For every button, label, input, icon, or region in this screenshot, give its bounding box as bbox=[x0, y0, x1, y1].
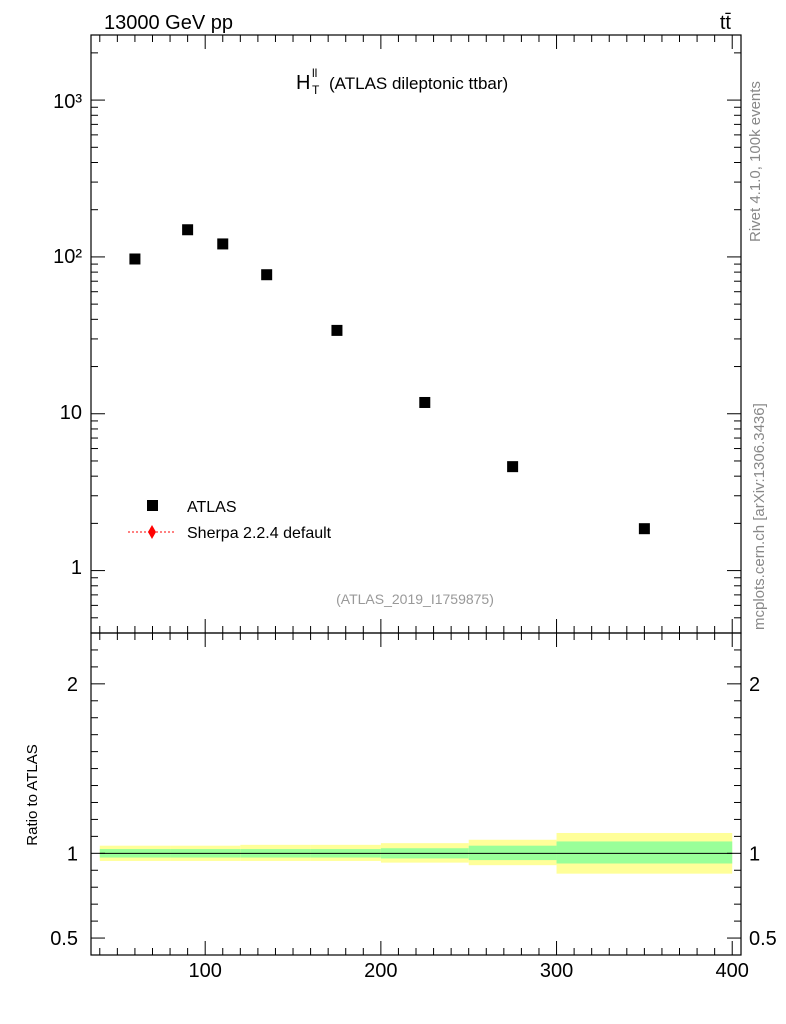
ratio-inner-band-bin bbox=[556, 841, 733, 864]
x-tick-label: 400 bbox=[716, 960, 749, 982]
atlas-data-point bbox=[217, 238, 229, 250]
ratio-y-tick-label-right: 0.5 bbox=[749, 928, 777, 950]
atlas-data-point bbox=[419, 396, 431, 408]
main-plot-frame bbox=[90, 34, 742, 634]
analysis-tag: (ATLAS_2019_I1759875) bbox=[336, 591, 494, 607]
ratio-plot-panel: 0.5 0.5 1 1 2 2 100 200 300 400 Ratio to ATLAS bbox=[24, 632, 777, 982]
process-label: tt̄ bbox=[720, 12, 732, 34]
atlas-data-point bbox=[507, 461, 519, 473]
y-tick-label-1: 1 bbox=[71, 557, 82, 579]
ratio-y-axis-label: Ratio to ATLAS bbox=[24, 744, 41, 845]
rivet-version-label: Rivet 4.1.0, 100k events bbox=[747, 81, 764, 242]
mcplots-label: mcplots.cern.ch [arXiv:1306.3436] bbox=[751, 403, 768, 630]
ratio-y-tick-label-right: 2 bbox=[749, 674, 760, 696]
legend-atlas-label: ATLAS bbox=[187, 499, 237, 516]
energy-label: 13000 GeV pp bbox=[104, 12, 233, 34]
x-tick-label: 100 bbox=[189, 960, 222, 982]
y-tick-label-10: 10 bbox=[60, 402, 82, 424]
ratio-plot-frame bbox=[90, 632, 742, 956]
x-tick-label: 200 bbox=[364, 960, 397, 982]
ratio-plot-ticks bbox=[91, 632, 741, 956]
ratio-y-tick-label-left: 2 bbox=[67, 674, 78, 696]
atlas-data-point bbox=[261, 269, 273, 281]
y-tick-label-100: 10² bbox=[53, 246, 82, 268]
ratio-y-tick-label-right: 1 bbox=[749, 843, 760, 865]
ratio-tick-labels: 0.5 0.5 1 1 2 2 100 200 300 400 bbox=[50, 674, 777, 982]
atlas-data-point bbox=[331, 324, 343, 336]
atlas-data-point bbox=[129, 253, 141, 265]
ratio-y-tick-label-left: 1 bbox=[67, 843, 78, 865]
legend-sherpa-label: Sherpa 2.2.4 default bbox=[187, 525, 332, 542]
plot-title-symbol: H bbox=[296, 72, 310, 94]
plot-title-superscript: ll bbox=[312, 66, 317, 80]
main-plot-ticks bbox=[91, 35, 741, 634]
atlas-data-point bbox=[638, 523, 650, 535]
atlas-data-point bbox=[182, 224, 194, 236]
legend-sherpa-marker bbox=[148, 525, 156, 539]
ratio-y-tick-label-left: 0.5 bbox=[50, 928, 78, 950]
main-plot-panel: H ll T (ATLAS dileptonic ttbar) (ATLAS_2… bbox=[53, 34, 742, 634]
y-tick-label-1000: 10³ bbox=[53, 91, 82, 113]
legend: ATLAS Sherpa 2.2.4 default bbox=[128, 499, 332, 542]
atlas-data-points bbox=[129, 224, 650, 535]
plot-title-subscript: T bbox=[312, 83, 320, 97]
legend-atlas-marker bbox=[147, 500, 158, 511]
plot-title-text: (ATLAS dileptonic ttbar) bbox=[329, 74, 508, 93]
x-tick-label: 300 bbox=[540, 960, 573, 982]
